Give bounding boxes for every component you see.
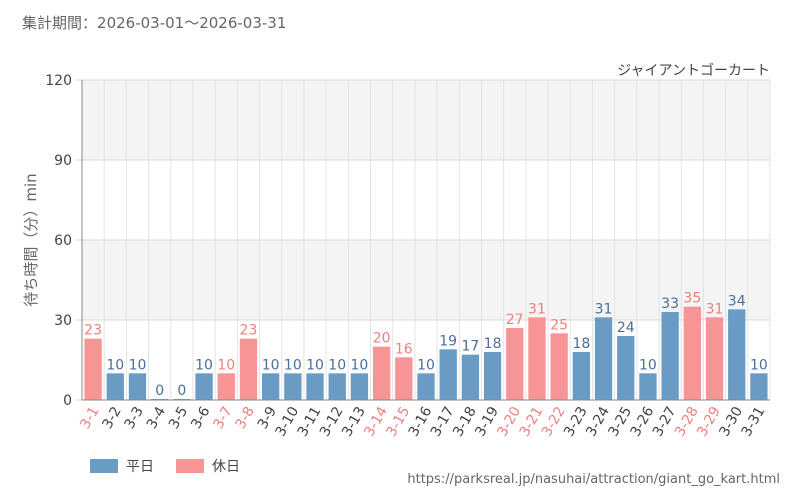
- data-label: 23: [240, 323, 258, 339]
- data-label: 10: [351, 357, 369, 373]
- data-label: 31: [528, 301, 546, 317]
- data-label: 10: [417, 357, 435, 373]
- x-tick-label: 3-6: [188, 404, 213, 432]
- x-tick-label: 3-5: [166, 404, 191, 432]
- data-label: 10: [284, 357, 302, 373]
- x-tick-labels: 3-13-23-33-43-53-63-73-83-93-103-113-123…: [77, 404, 768, 440]
- bar: [661, 312, 679, 400]
- bar: [284, 373, 302, 400]
- data-label: 0: [155, 383, 164, 399]
- data-label: 18: [484, 336, 502, 352]
- data-label: 17: [461, 339, 479, 355]
- bar: [84, 338, 102, 400]
- bar: [550, 333, 568, 400]
- bar: [239, 338, 258, 400]
- bar: [728, 309, 746, 400]
- data-label: 27: [506, 312, 524, 328]
- legend-swatch-weekday: [90, 459, 118, 473]
- y-tick-label: 60: [54, 233, 72, 249]
- chart-title: ジャイアントゴーカート: [617, 62, 770, 79]
- bar: [328, 373, 346, 400]
- data-label: 0: [177, 383, 186, 399]
- data-label: 20: [373, 331, 391, 347]
- data-label: 25: [550, 317, 568, 333]
- y-tick-label: 90: [54, 153, 72, 169]
- data-label: 10: [106, 357, 124, 373]
- x-tick-label: 3-3: [122, 404, 147, 432]
- data-label: 10: [328, 357, 346, 373]
- period-label: 集計期間: [22, 14, 83, 32]
- bar: [461, 354, 480, 400]
- bar: [617, 336, 635, 400]
- data-label: 10: [639, 357, 657, 373]
- plot-band: [82, 160, 770, 240]
- bar: [683, 306, 701, 400]
- period-range: 2026-03-01～2026-03-31: [97, 14, 287, 32]
- data-label: 23: [84, 323, 102, 339]
- bar: [395, 357, 413, 400]
- plot-bands: [82, 80, 770, 400]
- data-label: 35: [683, 291, 701, 307]
- legend-label-weekday: 平日: [126, 459, 154, 475]
- plot-band: [82, 80, 770, 160]
- bar: [439, 349, 457, 400]
- bar: [106, 373, 124, 400]
- data-label: 34: [728, 293, 746, 309]
- bar: [750, 373, 768, 400]
- x-tick-label: 3-7: [210, 404, 235, 432]
- data-label: 24: [617, 320, 635, 336]
- y-tick-label: 120: [45, 73, 72, 89]
- data-label: 16: [395, 341, 413, 357]
- legend: 平日 休日: [90, 456, 240, 476]
- source-url: https://parksreal.jp/nasuhai/attraction/…: [407, 472, 780, 487]
- bar: [128, 373, 147, 400]
- bar: [705, 317, 724, 400]
- data-label: 31: [706, 301, 724, 317]
- legend-label-holiday: 休日: [212, 459, 240, 475]
- bar: [306, 373, 324, 400]
- data-label: 10: [129, 357, 147, 373]
- legend-swatch-holiday: [176, 459, 204, 473]
- data-label: 10: [750, 357, 768, 373]
- x-tick-label: 3-8: [233, 404, 258, 432]
- bar: [483, 352, 502, 400]
- bar: [261, 373, 280, 400]
- bar: [528, 317, 546, 400]
- bar: [372, 346, 391, 400]
- data-label: 10: [262, 357, 280, 373]
- y-tick-labels: 0 30 60 90 120: [45, 73, 72, 409]
- bar: [506, 328, 524, 400]
- period-info: 集計期間：2026-03-01～2026-03-31: [22, 12, 286, 33]
- legend-item-holiday: 休日: [176, 456, 240, 476]
- y-axis-title: 待ち時間（分）min: [22, 173, 40, 306]
- data-label: 10: [217, 357, 235, 373]
- y-tick-label: 0: [63, 393, 72, 409]
- x-tick-label: 3-2: [99, 404, 124, 432]
- bar: [639, 373, 657, 400]
- data-label: 10: [195, 357, 213, 373]
- bar: [417, 373, 435, 400]
- data-label: 18: [572, 336, 590, 352]
- data-label: 19: [439, 333, 457, 349]
- x-tick-label: 3-1: [77, 404, 102, 432]
- x-tick-label: 3-4: [144, 404, 169, 432]
- bar: [572, 352, 591, 400]
- data-label: 31: [595, 301, 613, 317]
- bar: [594, 317, 613, 400]
- data-label: 33: [661, 296, 679, 312]
- bar: [195, 373, 213, 400]
- bar: [350, 373, 369, 400]
- data-label: 10: [306, 357, 324, 373]
- plot-band: [82, 240, 770, 320]
- x-tick-label: 3-31: [739, 404, 769, 440]
- y-tick-label: 30: [54, 313, 72, 329]
- bar: [217, 373, 235, 400]
- legend-item-weekday: 平日: [90, 456, 154, 476]
- bars: [84, 306, 768, 400]
- period-separator: ：: [82, 14, 98, 32]
- axes: [81, 80, 770, 401]
